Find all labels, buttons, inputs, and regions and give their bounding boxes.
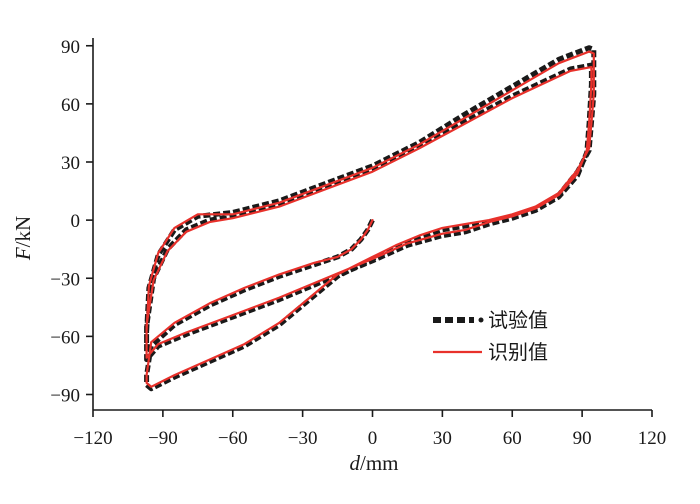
ticks: −120 −90 −60 −30 0 30 60 90 120 −90 −60 −30 0 30 60 90 — [50, 37, 666, 449]
x-tick-label-4: 0 — [368, 428, 378, 449]
y-tick-label-5: 60 — [61, 95, 80, 116]
legend-label-identified: 识别值 — [488, 340, 548, 364]
series-identified-curve-0 — [145, 50, 595, 388]
plot-curves — [144, 45, 597, 392]
y-tick-label-0: −90 — [50, 386, 80, 407]
y-tick-label-6: 90 — [61, 37, 80, 58]
y-tick-label-4: 30 — [61, 153, 80, 174]
x-tick-label-1: −90 — [148, 428, 178, 449]
x-tick-label-2: −60 — [218, 428, 248, 449]
y-axis-label-symbol: F — [11, 247, 35, 261]
x-tick-label-7: 90 — [573, 428, 592, 449]
x-axis-label-symbol: d — [349, 451, 360, 475]
x-axis-label: d/mm — [349, 451, 398, 475]
y-axis-label: F/kN — [11, 216, 35, 261]
y-axis-label-unit: /kN — [11, 216, 35, 248]
legend-label-test: 试验值 — [488, 308, 548, 332]
x-tick-label-0: −120 — [73, 428, 112, 449]
x-tick-label-3: −30 — [288, 428, 318, 449]
x-tick-label-6: 60 — [503, 428, 522, 449]
y-tick-label-1: −60 — [50, 327, 80, 348]
x-tick-label-5: 30 — [433, 428, 452, 449]
y-tick-label-3: 0 — [71, 211, 81, 232]
x-tick-label-8: 120 — [638, 428, 667, 449]
x-axis-label-unit: /mm — [360, 451, 399, 475]
series-test-curve-0 — [144, 45, 597, 392]
legend-swatch-test-dot — [478, 317, 484, 323]
y-tick-label-2: −30 — [50, 269, 80, 290]
